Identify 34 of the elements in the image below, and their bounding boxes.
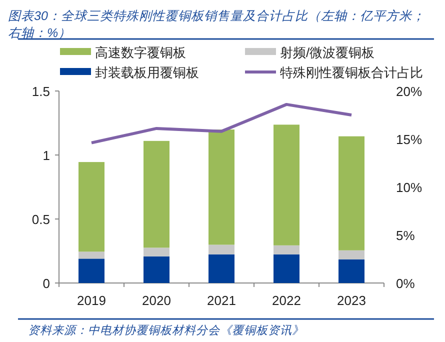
x-tick-label: 2023 bbox=[337, 293, 366, 308]
bar bbox=[78, 252, 104, 259]
text: 资料来源：中电材协覆铜板材料分会《覆铜板资讯》 bbox=[28, 324, 304, 337]
legend-label: 高速数字覆铜板 bbox=[95, 45, 186, 60]
bar bbox=[338, 250, 364, 260]
bar bbox=[338, 136, 364, 250]
y2-tick-label: 5% bbox=[396, 228, 416, 243]
bar bbox=[274, 124, 300, 246]
bar bbox=[338, 259, 364, 283]
y-tick-label: 0.5 bbox=[32, 212, 50, 227]
bar bbox=[144, 140, 170, 248]
x-tick-label: 2021 bbox=[207, 293, 236, 308]
legend-label: 封装载板用覆铜板 bbox=[95, 65, 199, 80]
y2-tick-label: 15% bbox=[396, 132, 422, 147]
bar bbox=[78, 162, 104, 252]
y-tick-label: 1 bbox=[42, 148, 50, 163]
bar bbox=[144, 248, 170, 256]
y2-tick-label: 0% bbox=[396, 276, 416, 291]
x-tick-label: 2022 bbox=[272, 293, 301, 308]
y2-tick-label: 10% bbox=[396, 180, 422, 195]
bar bbox=[208, 244, 234, 254]
bar bbox=[144, 256, 170, 283]
bar bbox=[208, 254, 234, 283]
legend-label: 射频/微波覆铜板 bbox=[280, 45, 375, 60]
x-tick-label: 2020 bbox=[142, 293, 171, 308]
y-tick-label: 1.5 bbox=[32, 84, 50, 99]
bar bbox=[274, 245, 300, 254]
y2-tick-label: 20% bbox=[396, 84, 422, 99]
x-tick-label: 2019 bbox=[77, 293, 106, 308]
bar bbox=[208, 130, 234, 245]
y-tick-label: 0 bbox=[42, 276, 50, 291]
bar bbox=[78, 258, 104, 283]
bar bbox=[274, 254, 300, 283]
legend-label: 特殊刚性覆铜板合计占比 bbox=[280, 65, 423, 80]
